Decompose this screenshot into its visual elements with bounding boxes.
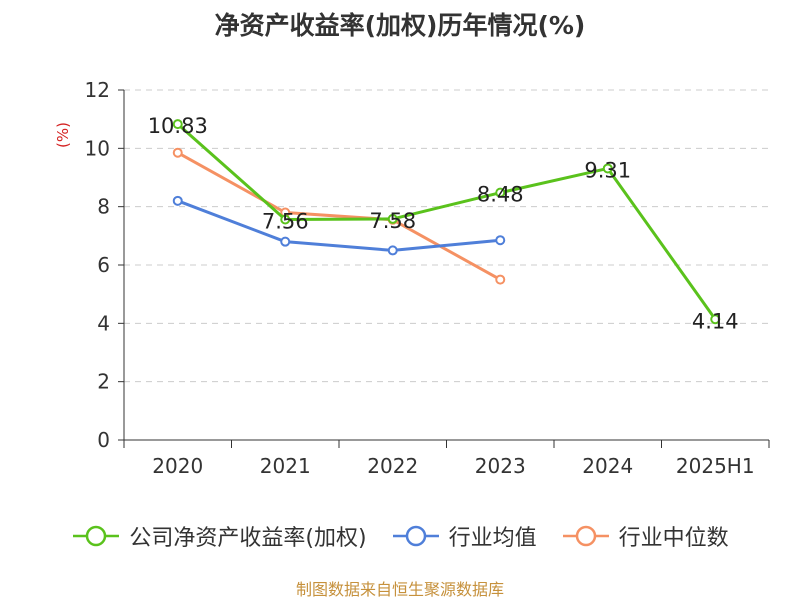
x-tick-label: 2024: [582, 454, 633, 478]
data-label: 10.83: [148, 114, 208, 138]
y-tick-label: 4: [97, 311, 110, 335]
legend-item[interactable]: 公司净资产收益率(加权): [71, 520, 367, 552]
data-point: [602, 163, 613, 174]
y-tick-label: 6: [97, 253, 110, 277]
legend-label: 行业中位数: [618, 526, 729, 551]
legend-label: 公司净资产收益率(加权): [129, 526, 367, 551]
data-point: [495, 274, 506, 285]
data-label: 7.58: [369, 209, 416, 233]
legend-label: 行业均值: [448, 526, 537, 551]
legend-line-circle-icon: [392, 525, 439, 547]
x-tick-label: 2020: [152, 454, 203, 478]
source-note: 制图数据来自恒生聚源数据库: [295, 580, 504, 599]
data-point: [387, 245, 398, 256]
x-tick-label: 2023: [475, 454, 526, 478]
x-tick-label: 2021: [260, 454, 311, 478]
data-label: 4.14: [692, 309, 739, 333]
legend-line-circle-icon: [73, 525, 120, 547]
data-point: [710, 314, 721, 325]
series-line: [177, 199, 501, 252]
data-label: 7.56: [262, 210, 309, 234]
legend-line-circle-icon: [562, 525, 609, 547]
y-tick-label: 2: [97, 370, 110, 394]
data-point: [495, 235, 506, 246]
series-line: [176, 123, 717, 321]
data-point: [172, 195, 183, 206]
data-label: 9.31: [584, 158, 631, 182]
y-tick-label: 0: [97, 428, 110, 452]
legend: 公司净资产收益率(加权) 行业均值 行业中位数: [0, 518, 800, 554]
y-tick-label: 10: [85, 136, 110, 160]
x-tick-label: 2025H1: [676, 454, 755, 478]
x-tick-label: 2022: [367, 454, 418, 478]
data-point: [280, 236, 291, 247]
y-tick-label: 8: [97, 195, 110, 219]
data-point: [172, 147, 183, 158]
legend-item[interactable]: 行业中位数: [561, 520, 729, 552]
data-point: [172, 119, 183, 130]
data-label: 8.48: [477, 183, 524, 207]
y-tick-label: 12: [85, 78, 110, 102]
chart-title: 净资产收益率(加权)历年情况(%): [214, 11, 586, 40]
series-line: [177, 151, 501, 281]
data-point: [387, 213, 398, 224]
data-point: [495, 187, 506, 198]
legend-item[interactable]: 行业均值: [391, 520, 537, 552]
data-point: [280, 214, 291, 225]
